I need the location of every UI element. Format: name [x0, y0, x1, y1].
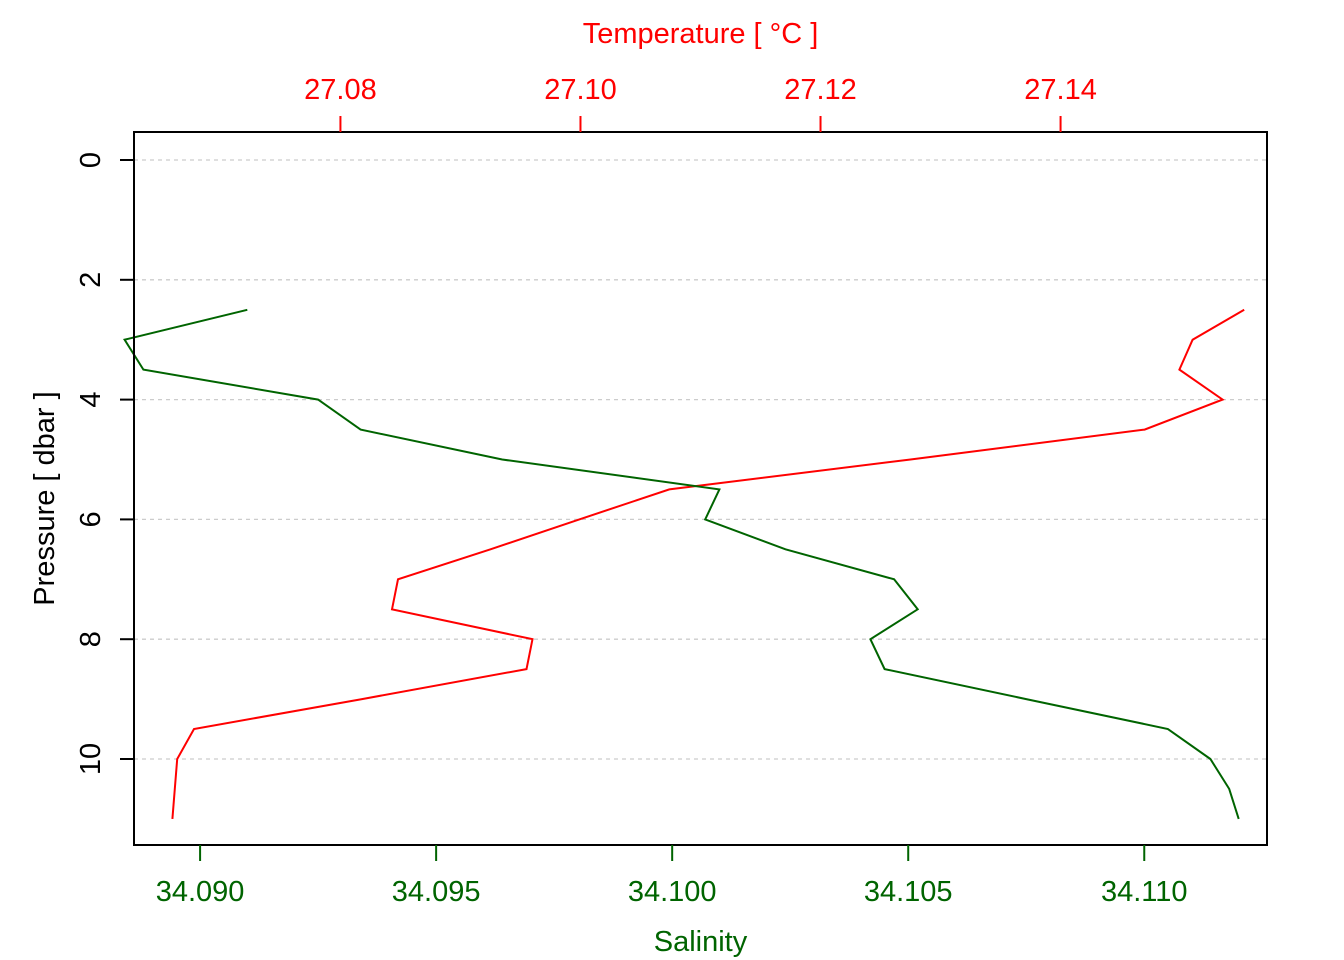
y-tick-label: 0 [75, 152, 107, 168]
temperature-line [171, 308, 1245, 819]
bottom-tick-label: 34.090 [156, 876, 245, 908]
series-lines [123, 308, 1245, 820]
top-tick-label: 27.10 [544, 74, 617, 106]
bottom-tick-label: 34.110 [1101, 876, 1188, 908]
y-tick-label: 8 [75, 631, 107, 647]
top-tick-label: 27.12 [784, 74, 857, 106]
y-tick-label: 4 [75, 392, 107, 408]
bottom-axis-title: Salinity [654, 926, 748, 958]
top-tick-label: 27.14 [1024, 74, 1097, 106]
plot-frame [133, 131, 1268, 846]
top-axis-title: Temperature [ °C ] [583, 18, 819, 50]
bottom-tick-label: 34.095 [392, 876, 481, 908]
bottom-tick-label: 34.100 [628, 876, 717, 908]
axes: 0 2 4 6 8 10 27.08 27.10 27.12 27.14 34.090 34.095 3… [75, 74, 1188, 908]
y-tick-label: 2 [75, 272, 107, 288]
top-tick-label: 27.08 [304, 74, 377, 106]
y-tick-label: 10 [75, 743, 107, 775]
y-tick-label: 6 [75, 511, 107, 527]
gridlines [134, 159, 1267, 760]
bottom-tick-label: 34.105 [864, 876, 953, 908]
salinity-line [123, 308, 1240, 820]
y-axis-title: Pressure [ dbar ] [29, 391, 61, 605]
